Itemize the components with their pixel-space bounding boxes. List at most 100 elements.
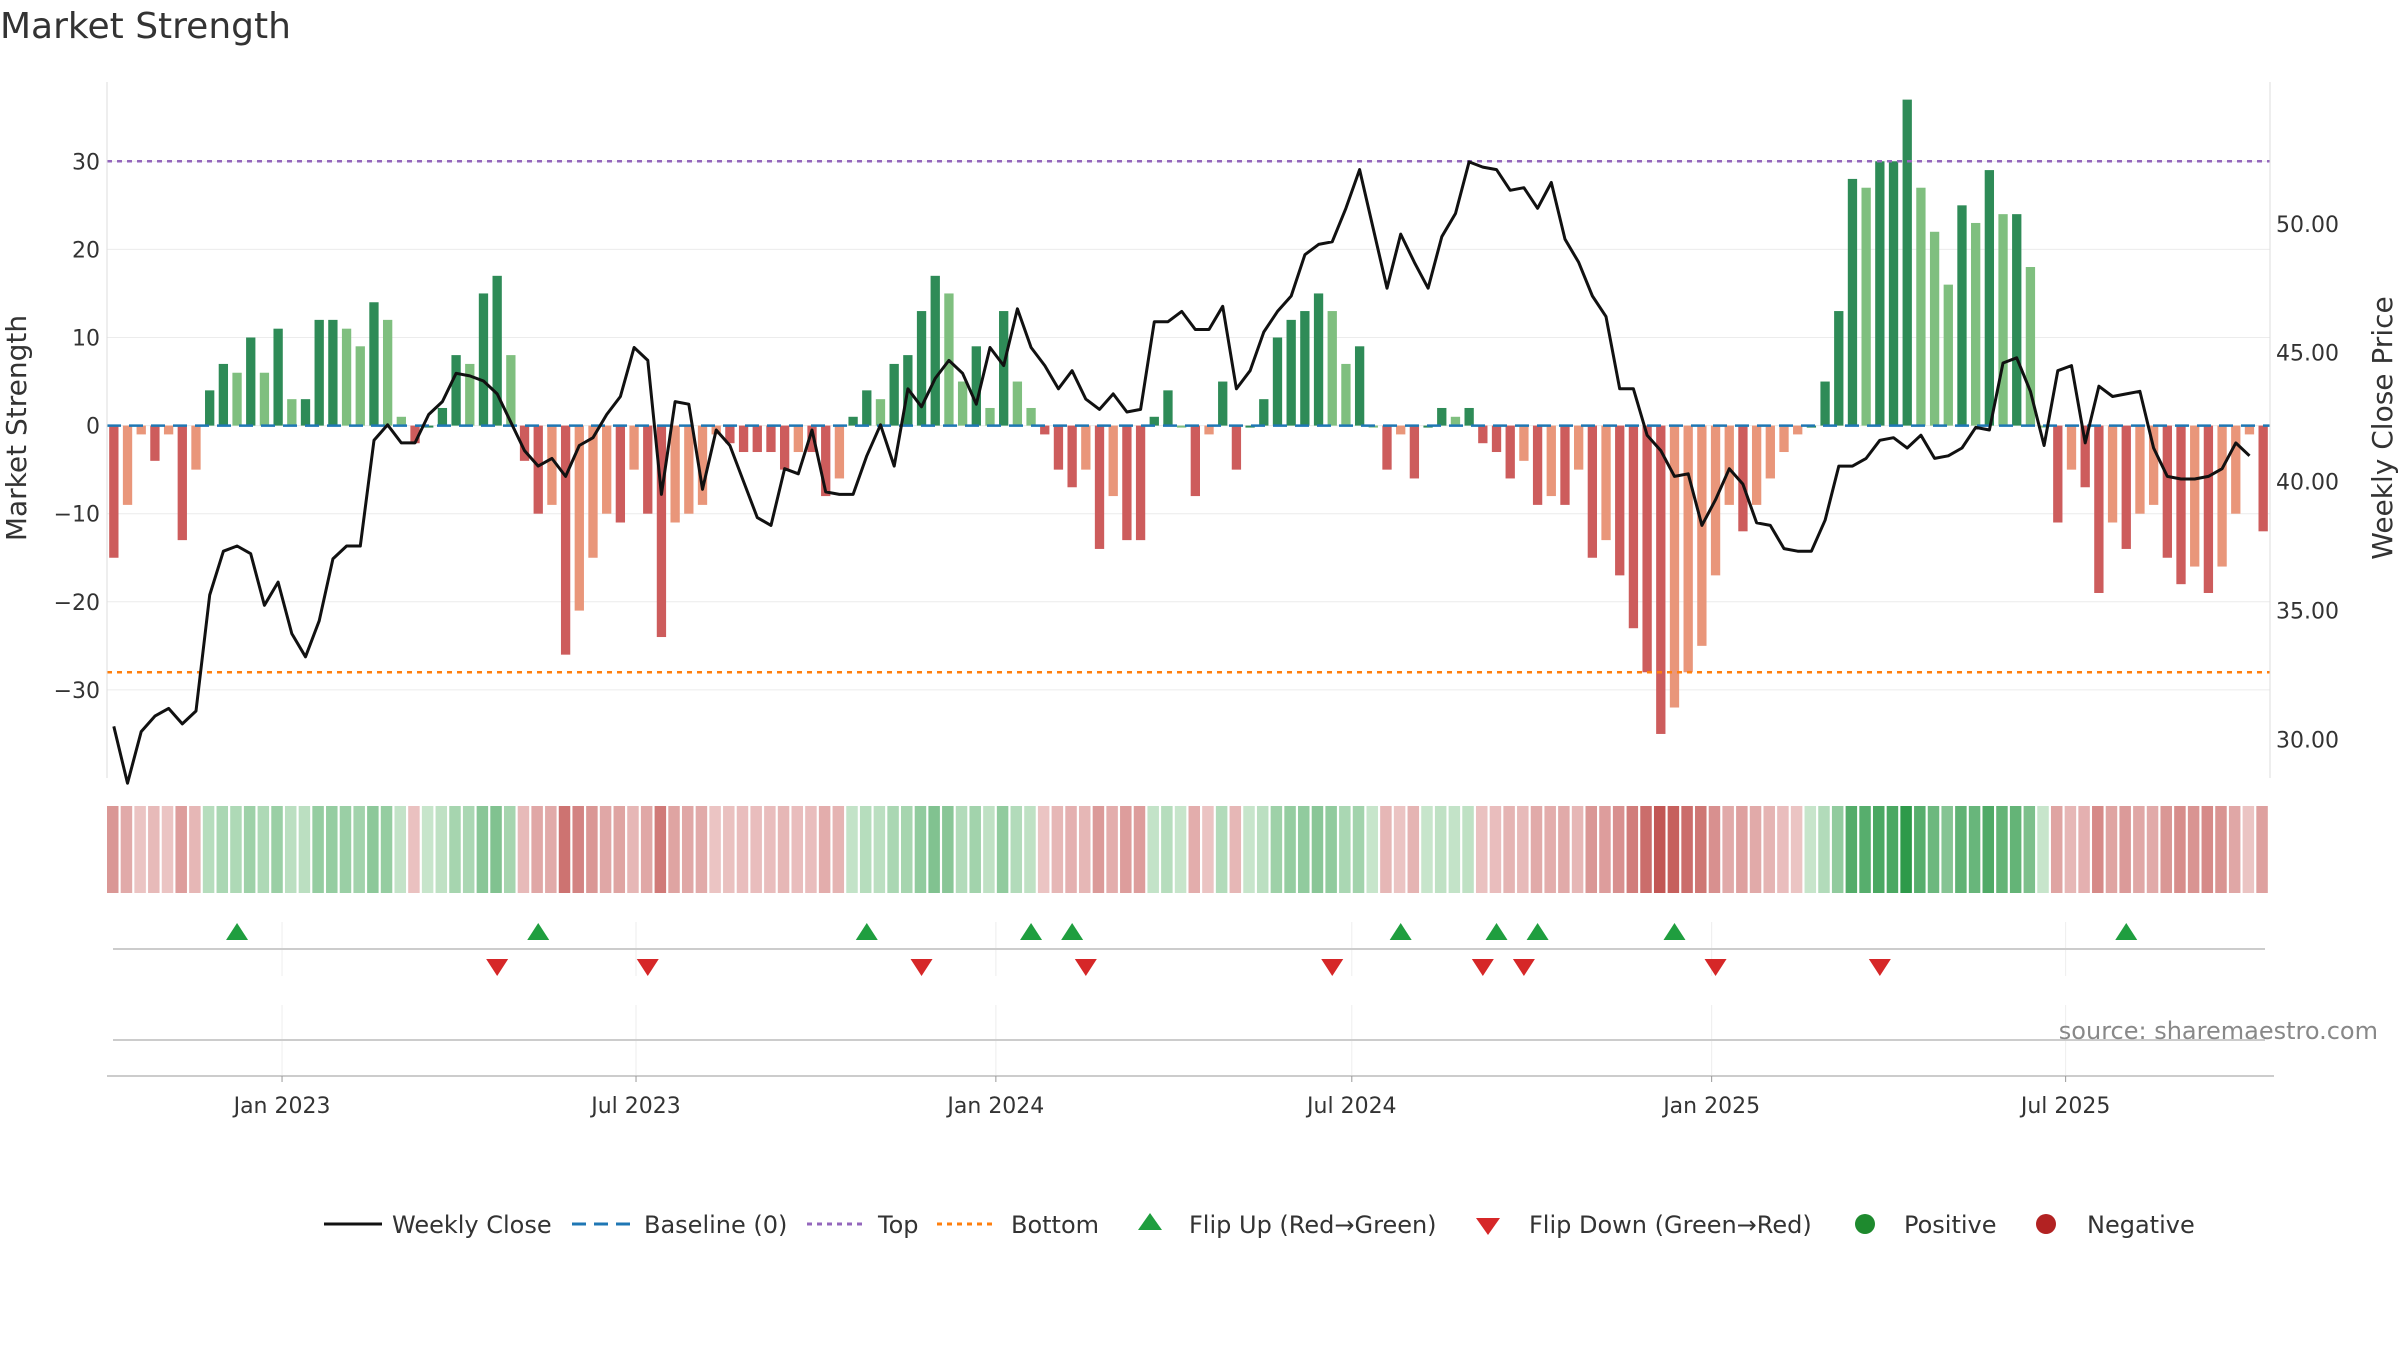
legend-label: Top	[877, 1211, 919, 1239]
heat-cell	[1599, 806, 1611, 893]
heat-cell	[1380, 806, 1392, 893]
heat-cell	[216, 806, 229, 893]
y-left-tick-label: 30	[72, 150, 100, 175]
strength-bar	[738, 425, 749, 453]
heat-cell	[175, 806, 187, 893]
strength-bar	[574, 425, 584, 611]
heat-cell	[421, 806, 434, 893]
heat-cell	[1982, 806, 1995, 893]
heat-cell	[764, 806, 776, 893]
heat-cell	[312, 806, 324, 893]
heat-cell	[462, 806, 475, 893]
heat-cell	[1749, 806, 1762, 893]
strength-bar	[232, 372, 242, 426]
strength-bar	[1669, 425, 1680, 708]
flip-down-marker	[1321, 959, 1344, 976]
strength-bar	[588, 425, 598, 558]
strength-bar	[1587, 425, 1598, 558]
heat-cell	[1448, 806, 1461, 893]
strength-bar	[916, 311, 927, 426]
heat-cell	[1736, 806, 1748, 893]
strength-bar	[1505, 425, 1515, 479]
strength-bar	[1437, 407, 1447, 426]
strength-bar	[1081, 425, 1091, 470]
heat-cell	[161, 806, 174, 893]
strength-bar	[136, 425, 146, 435]
heat-cell	[1708, 806, 1721, 893]
x-axis-ticks: Jan 2023 Jul 2023 Jan 2024 Jul 2024 Jan 2025…	[232, 1076, 2111, 1119]
heat-cell	[394, 806, 406, 893]
heat-cell	[736, 806, 749, 893]
strength-bar	[1341, 363, 1351, 426]
legend-item-positive: Positive	[1855, 1211, 1997, 1239]
heat-cell	[586, 806, 598, 893]
strength-bar	[629, 425, 639, 470]
y-left-tick-label: 20	[72, 238, 100, 263]
strength-bar	[1984, 170, 1995, 426]
heat-cell	[257, 806, 270, 893]
strength-bar	[1040, 425, 1050, 435]
heat-cell	[791, 806, 803, 893]
heat-cell	[1558, 806, 1570, 893]
strength-bars	[109, 99, 2268, 734]
flip-down-marker	[1868, 959, 1891, 976]
strength-bar	[1916, 187, 1926, 426]
strength-bar	[684, 425, 694, 514]
heat-cell	[1914, 806, 1926, 893]
strength-bar	[1820, 381, 1830, 426]
strength-bar	[2244, 425, 2255, 435]
strength-bar	[1190, 425, 1200, 497]
heat-cell	[2201, 806, 2214, 893]
strength-bar	[1245, 425, 1255, 428]
strength-bar	[2162, 425, 2172, 558]
heat-cell	[805, 806, 817, 893]
legend-label: Bottom	[1011, 1211, 1099, 1239]
strength-bar	[1300, 311, 1310, 426]
heat-cell	[1393, 806, 1406, 893]
heat-cell	[928, 806, 940, 893]
heat-cell	[1996, 806, 2008, 893]
y-left-tick-label: −10	[54, 503, 100, 528]
legend-item-close: Weekly Close	[324, 1211, 552, 1239]
strength-bar	[1971, 222, 1981, 426]
heat-cell	[1517, 806, 1529, 893]
strength-bar	[246, 337, 256, 426]
heat-cell	[1147, 806, 1159, 893]
heat-cell	[1475, 806, 1488, 893]
heat-cell	[1955, 806, 1967, 893]
strength-bar	[300, 399, 311, 426]
strength-bar	[150, 425, 160, 461]
strength-bar	[2121, 425, 2131, 549]
y-left-tick-label: −20	[54, 591, 100, 616]
heat-cell	[2187, 806, 2200, 893]
flip-up-marker	[855, 923, 878, 940]
strength-bar	[1532, 425, 1543, 505]
strength-bar	[109, 425, 119, 558]
y-right-tick-label: 40.00	[2276, 471, 2339, 496]
x-tick-label: Jul 2025	[2019, 1094, 2111, 1119]
flip-down-marker	[1471, 959, 1494, 976]
strength-bar	[451, 355, 461, 426]
y-right-axis-label: Weekly Close Price	[2366, 296, 2399, 559]
strength-bar	[1149, 416, 1159, 426]
heat-cell	[2228, 806, 2241, 893]
heat-cell	[723, 806, 735, 893]
strength-bar	[1560, 425, 1570, 505]
heat-cell	[1667, 806, 1680, 893]
strength-bar	[1067, 425, 1077, 488]
heat-cell	[969, 806, 981, 893]
strength-bar	[519, 425, 530, 461]
heat-cell	[298, 806, 311, 893]
heat-cell	[2119, 806, 2131, 893]
strength-bar	[1628, 425, 1639, 629]
strength-bar	[1272, 337, 1283, 426]
heat-cell	[777, 806, 790, 893]
strength-bar	[1286, 319, 1296, 426]
heat-cell	[326, 806, 338, 893]
legend-item-baseline: Baseline (0)	[572, 1211, 787, 1239]
strength-bar	[1259, 399, 1269, 426]
strength-bar	[2012, 214, 2022, 426]
heat-cell	[449, 806, 461, 893]
strength-bar	[1204, 425, 1214, 435]
